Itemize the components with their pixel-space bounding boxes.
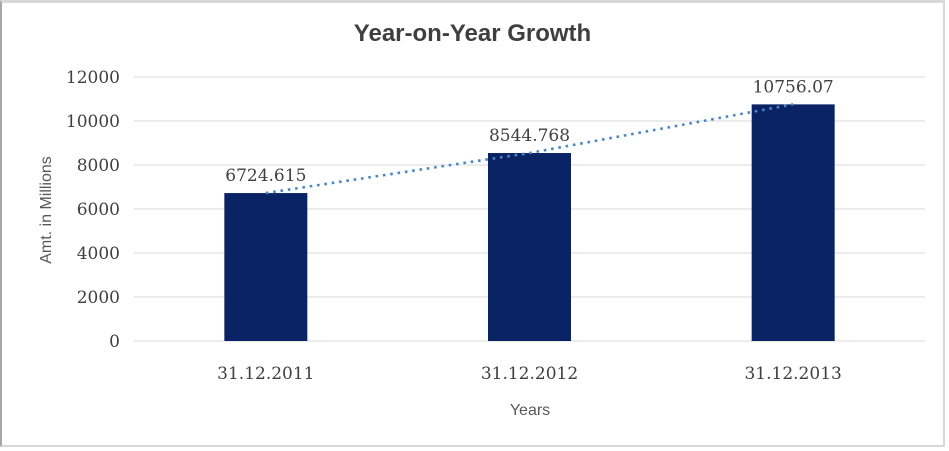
y-tick-label: 2000	[77, 288, 120, 308]
bar	[224, 193, 308, 341]
plot-area: 0 2000 4000 6000 8000 10000 12000 6724.615 31.12…	[66, 68, 925, 384]
x-tick-label: 31.12.2012	[481, 364, 578, 384]
y-tick-label: 10000	[66, 112, 120, 132]
y-tick-label: 8000	[77, 156, 120, 176]
bar	[488, 153, 571, 341]
bar-data-label: 10756.07	[753, 77, 834, 97]
x-tick-label: 31.12.2011	[217, 364, 314, 384]
bar-data-label: 8544.768	[489, 126, 570, 146]
bar-data-label: 6724.615	[225, 166, 306, 186]
trendline	[265, 103, 794, 195]
x-axis-title: Years	[509, 402, 551, 419]
x-tick-label: 31.12.2013	[744, 364, 841, 384]
y-tick-label: 12000	[66, 68, 120, 88]
chart-title: Year-on-Year Growth	[353, 20, 592, 47]
y-tick-label: 4000	[77, 244, 120, 264]
y-tick-label: 6000	[77, 200, 120, 220]
y-tick-label: 0	[109, 332, 120, 352]
bar	[751, 104, 835, 342]
